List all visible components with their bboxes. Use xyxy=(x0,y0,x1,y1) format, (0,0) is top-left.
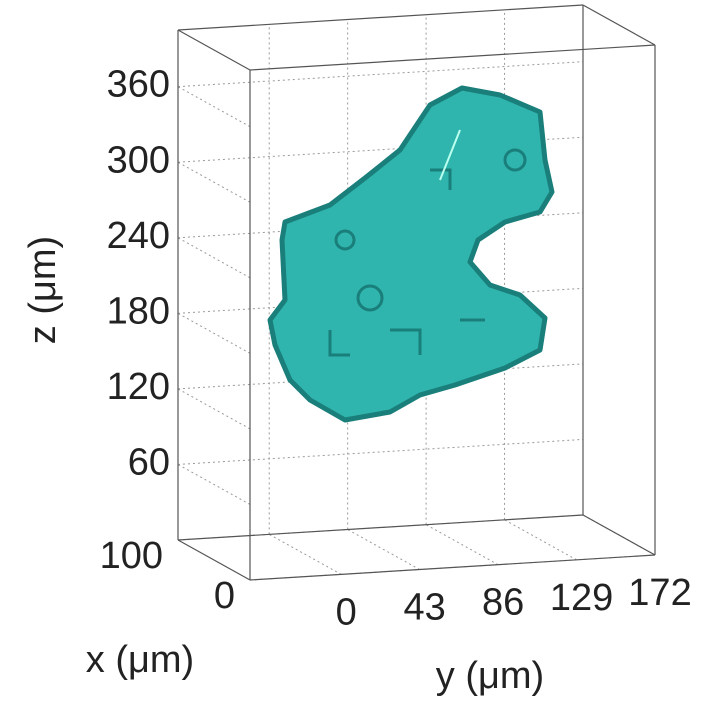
x-tick-label: 100 xyxy=(100,535,163,577)
y-tick-label: 0 xyxy=(336,591,357,633)
volume-blob xyxy=(270,88,552,420)
z-tick-label: 60 xyxy=(128,441,170,483)
z-tick-label: 120 xyxy=(107,366,170,408)
y-tick-label: 86 xyxy=(482,582,524,624)
box-edge xyxy=(178,5,583,30)
box-edge xyxy=(583,515,655,555)
box-edge xyxy=(178,30,250,70)
z-tick-label: 180 xyxy=(107,290,170,332)
box-edge xyxy=(178,540,250,580)
x-axis-label: x (μm) xyxy=(86,639,194,681)
grid-line xyxy=(178,439,583,464)
x-tick-label: 0 xyxy=(214,575,235,617)
y-tick-label: 43 xyxy=(404,587,446,629)
grid-line xyxy=(178,87,250,127)
z-axis-label: z (μm) xyxy=(22,236,64,344)
z-tick-label: 300 xyxy=(107,139,170,181)
grid-line xyxy=(178,389,250,429)
grid-line xyxy=(348,530,420,570)
y-tick-label: 172 xyxy=(628,572,691,614)
box-edge xyxy=(250,45,655,70)
grid-line xyxy=(178,238,250,278)
y-tick-label: 129 xyxy=(550,577,613,619)
grid-line xyxy=(426,525,498,565)
z-tick-label: 360 xyxy=(107,64,170,106)
box-edge xyxy=(583,5,655,45)
box-edge xyxy=(178,515,583,540)
grid-line xyxy=(178,313,250,353)
grid-line xyxy=(178,62,583,87)
y-axis-label: y (μm) xyxy=(436,655,544,697)
grid-line xyxy=(178,162,250,202)
z-tick-label: 240 xyxy=(107,215,170,257)
chart: 60120180240300360043861291720100 z (μm) … xyxy=(0,0,725,701)
grid-line xyxy=(269,534,341,574)
grid-line xyxy=(178,464,250,504)
grid-line xyxy=(505,520,577,560)
